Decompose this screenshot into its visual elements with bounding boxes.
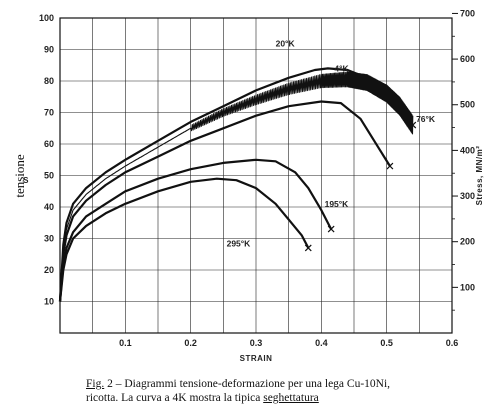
curve-label: 195°K <box>325 199 350 209</box>
curve-295K <box>58 177 310 302</box>
fracture-mark <box>327 225 335 233</box>
curve-label: 4°K <box>334 64 349 74</box>
curve-label: 76°K <box>416 114 436 124</box>
fracture-mark <box>386 162 394 170</box>
curve-label: 20°K <box>276 38 296 48</box>
y-tick-label: 80 <box>44 76 54 86</box>
grid <box>60 18 452 333</box>
curve-20K <box>58 67 411 302</box>
y2-tick-label: 400 <box>460 145 475 155</box>
y-axis-right-ticks: 100 200 300 400 500 600 700 <box>452 8 475 311</box>
y2-tick-label: 500 <box>460 100 475 110</box>
y2-tick-label: 700 <box>460 8 475 18</box>
x-tick-label: 0.5 <box>380 338 393 348</box>
y-tick-label: 90 <box>44 45 54 55</box>
y-tick-label: 40 <box>44 202 54 212</box>
x-tick-label: 0.6 <box>446 338 459 348</box>
y-tick-label: 70 <box>44 108 54 118</box>
y2-tick-label: 600 <box>460 54 475 64</box>
side-ylabel: tensione <box>12 154 27 198</box>
caption-prefix: Fig. <box>86 378 105 390</box>
curve-195K <box>58 158 333 302</box>
curve-4K <box>59 71 414 302</box>
y2-tick-label: 100 <box>460 282 475 292</box>
x-tick-label: 0.3 <box>250 338 263 348</box>
y-tick-label: 60 <box>44 139 54 149</box>
caption-text: 2 – Diagrammi tensione-deformazione per … <box>86 378 391 404</box>
y-axis-right-title: Stress, MN/m² <box>475 146 484 206</box>
x-tick-label: 0.1 <box>119 338 132 348</box>
curve-label: 295°K <box>227 238 252 248</box>
y-axis-left-ticks: 10 20 30 40 50 60 70 80 90 100 <box>39 13 54 307</box>
curve-76K <box>58 100 391 302</box>
figure-caption: Fig. 2 – Diagrammi tensione-deformazione… <box>86 377 416 405</box>
y-axis-left-title: S <box>23 176 29 185</box>
x-tick-label: 0.4 <box>315 338 328 348</box>
fracture-mark <box>409 121 417 129</box>
curve-labels: 20°K 4°K 76°K 195°K 295°K <box>227 38 436 248</box>
y2-tick-label: 200 <box>460 237 475 247</box>
y-tick-label: 50 <box>44 171 54 181</box>
y-tick-label: 20 <box>44 265 54 275</box>
y2-tick-label: 300 <box>460 191 475 201</box>
y-tick-label: 30 <box>44 234 54 244</box>
caption-last-word: seghettatura <box>263 392 319 404</box>
curves <box>58 67 417 302</box>
y-tick-label: 100 <box>39 13 54 23</box>
y-tick-label: 10 <box>44 297 54 307</box>
x-axis-ticks: 0.1 0.2 0.3 0.4 0.5 0.6 <box>119 338 458 348</box>
fracture-mark <box>304 244 312 252</box>
x-axis-title: STRAIN <box>240 354 273 363</box>
x-tick-label: 0.2 <box>184 338 197 348</box>
plot-frame <box>59 17 453 334</box>
